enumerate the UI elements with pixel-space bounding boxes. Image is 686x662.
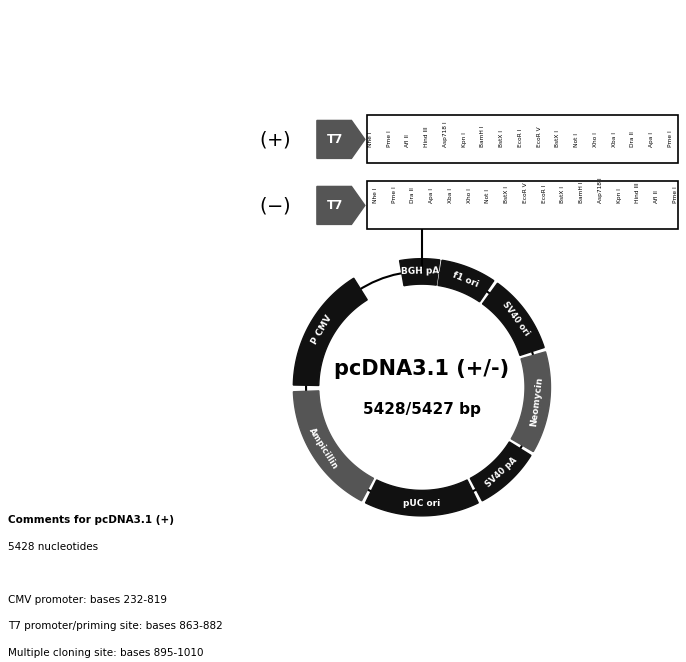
Text: EcoR V: EcoR V — [536, 126, 542, 146]
Text: f1 ori: f1 ori — [451, 271, 480, 289]
Text: BstX I: BstX I — [560, 186, 565, 203]
Text: SV40 ori: SV40 ori — [500, 301, 531, 338]
Polygon shape — [438, 260, 494, 302]
Polygon shape — [482, 283, 544, 355]
Text: EcoR I: EcoR I — [518, 128, 523, 146]
Bar — [367, 181, 678, 230]
Text: T7: T7 — [327, 199, 343, 212]
Text: Hind III: Hind III — [635, 183, 641, 203]
Polygon shape — [317, 120, 365, 158]
Text: Not I: Not I — [574, 132, 579, 146]
Text: Nhe I: Nhe I — [368, 131, 373, 146]
Text: BstX I: BstX I — [556, 130, 560, 146]
Text: SV40 pA: SV40 pA — [484, 455, 519, 489]
Text: Kpn I: Kpn I — [617, 188, 622, 203]
Text: Pme I: Pme I — [392, 186, 397, 203]
Text: Dra II: Dra II — [630, 131, 635, 146]
Text: EcoR V: EcoR V — [523, 183, 528, 203]
Text: Xba I: Xba I — [448, 188, 453, 203]
Text: Asp718 I: Asp718 I — [598, 177, 603, 203]
Text: T7: T7 — [327, 133, 343, 146]
Text: CMV promoter: bases 232-819: CMV promoter: bases 232-819 — [8, 594, 167, 604]
Polygon shape — [317, 187, 365, 224]
Text: P CMV: P CMV — [309, 313, 333, 346]
Text: 5428/5427 bp: 5428/5427 bp — [363, 402, 481, 417]
Polygon shape — [294, 391, 373, 501]
Text: Kpn I: Kpn I — [462, 132, 466, 146]
Text: Dra II: Dra II — [410, 187, 416, 203]
Text: pUC ori: pUC ori — [403, 498, 440, 508]
Text: Apa I: Apa I — [649, 132, 654, 146]
Text: Afl II: Afl II — [654, 190, 659, 203]
Text: $(-)$: $(-)$ — [259, 195, 291, 216]
Text: Pme I: Pme I — [668, 130, 673, 146]
Text: T7 promoter/priming site: bases 863-882: T7 promoter/priming site: bases 863-882 — [8, 621, 223, 631]
Text: Multiple cloning site: bases 895-1010: Multiple cloning site: bases 895-1010 — [8, 647, 204, 657]
Text: Asp718 I: Asp718 I — [443, 121, 448, 146]
Polygon shape — [511, 352, 550, 451]
Text: Nhe I: Nhe I — [373, 187, 378, 203]
Text: BamH I: BamH I — [480, 125, 486, 146]
Text: BstX I: BstX I — [504, 186, 509, 203]
Text: Xho I: Xho I — [593, 132, 598, 146]
Text: BamH I: BamH I — [579, 181, 584, 203]
Text: 5428 nucleotides: 5428 nucleotides — [8, 542, 98, 551]
Polygon shape — [294, 278, 367, 385]
Text: Ampicillin: Ampicillin — [307, 426, 340, 471]
Text: pcDNA3.1 (+/-): pcDNA3.1 (+/-) — [334, 359, 510, 379]
Text: Hind III: Hind III — [424, 126, 429, 146]
Text: Afl II: Afl II — [405, 134, 410, 146]
Text: Comments for pcDNA3.1 (+): Comments for pcDNA3.1 (+) — [8, 515, 174, 525]
Text: $(+)$: $(+)$ — [259, 129, 291, 150]
Polygon shape — [471, 442, 531, 501]
Polygon shape — [366, 480, 478, 516]
Text: Apa I: Apa I — [429, 188, 434, 203]
Text: EcoR I: EcoR I — [542, 185, 547, 203]
Text: Not I: Not I — [486, 189, 490, 203]
Text: BGH pA: BGH pA — [401, 267, 439, 276]
Text: BstX I: BstX I — [499, 130, 504, 146]
Text: Xba I: Xba I — [612, 132, 617, 146]
Bar — [367, 115, 678, 164]
Polygon shape — [399, 259, 440, 286]
Text: Xho I: Xho I — [466, 188, 472, 203]
Text: Pme I: Pme I — [673, 186, 678, 203]
Text: Pme I: Pme I — [387, 130, 392, 146]
Text: Neomycin: Neomycin — [530, 376, 545, 427]
